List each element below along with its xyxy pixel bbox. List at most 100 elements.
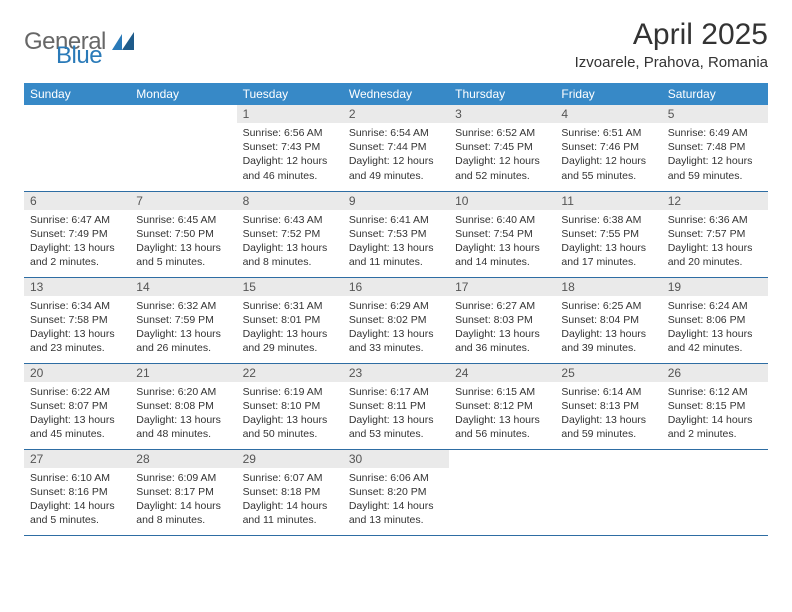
sunset-text: Sunset: 7:52 PM: [243, 227, 337, 241]
daylight-text: Daylight: 13 hours and 23 minutes.: [30, 327, 124, 355]
daylight-text: Daylight: 13 hours and 42 minutes.: [668, 327, 762, 355]
calendar-cell: 26Sunrise: 6:12 AMSunset: 8:15 PMDayligh…: [662, 363, 768, 449]
calendar-cell: [24, 105, 130, 191]
sunset-text: Sunset: 8:12 PM: [455, 399, 549, 413]
day-details: Sunrise: 6:29 AMSunset: 8:02 PMDaylight:…: [343, 296, 449, 360]
calendar-cell: 5 Sunrise: 6:49 AMSunset: 7:48 PMDaylight…: [662, 105, 768, 191]
sunset-text: Sunset: 8:03 PM: [455, 313, 549, 327]
day-number: 28: [130, 450, 236, 468]
calendar-cell: 20Sunrise: 6:22 AMSunset: 8:07 PMDayligh…: [24, 363, 130, 449]
calendar-week-row: 13Sunrise: 6:34 AMSunset: 7:58 PMDayligh…: [24, 277, 768, 363]
day-number: 26: [662, 364, 768, 382]
sunrise-text: Sunrise: 6:38 AM: [561, 213, 655, 227]
day-details: Sunrise: 6:32 AMSunset: 7:59 PMDaylight:…: [130, 296, 236, 360]
day-details: Sunrise: 6:56 AMSunset: 7:43 PMDaylight:…: [237, 123, 343, 187]
day-details: Sunrise: 6:41 AMSunset: 7:53 PMDaylight:…: [343, 210, 449, 274]
daylight-text: Daylight: 13 hours and 50 minutes.: [243, 413, 337, 441]
daylight-text: Daylight: 13 hours and 45 minutes.: [30, 413, 124, 441]
day-details: Sunrise: 6:22 AMSunset: 8:07 PMDaylight:…: [24, 382, 130, 446]
daylight-text: Daylight: 13 hours and 26 minutes.: [136, 327, 230, 355]
day-number: 8: [237, 192, 343, 210]
sunset-text: Sunset: 8:06 PM: [668, 313, 762, 327]
location-text: Izvoarele, Prahova, Romania: [575, 54, 768, 71]
day-details: Sunrise: 6:12 AMSunset: 8:15 PMDaylight:…: [662, 382, 768, 446]
sunset-text: Sunset: 8:11 PM: [349, 399, 443, 413]
sunrise-text: Sunrise: 6:27 AM: [455, 299, 549, 313]
sunrise-text: Sunrise: 6:19 AM: [243, 385, 337, 399]
daylight-text: Daylight: 13 hours and 5 minutes.: [136, 241, 230, 269]
daylight-text: Daylight: 13 hours and 48 minutes.: [136, 413, 230, 441]
day-details: Sunrise: 6:36 AMSunset: 7:57 PMDaylight:…: [662, 210, 768, 274]
calendar-cell: 23Sunrise: 6:17 AMSunset: 8:11 PMDayligh…: [343, 363, 449, 449]
sunset-text: Sunset: 8:18 PM: [243, 485, 337, 499]
daylight-text: Daylight: 13 hours and 56 minutes.: [455, 413, 549, 441]
calendar-cell: 29Sunrise: 6:07 AMSunset: 8:18 PMDayligh…: [237, 449, 343, 535]
day-number: 18: [555, 278, 661, 296]
day-details: Sunrise: 6:20 AMSunset: 8:08 PMDaylight:…: [130, 382, 236, 446]
sunset-text: Sunset: 8:13 PM: [561, 399, 655, 413]
sunrise-text: Sunrise: 6:32 AM: [136, 299, 230, 313]
day-details: Sunrise: 6:54 AMSunset: 7:44 PMDaylight:…: [343, 123, 449, 187]
day-details: Sunrise: 6:31 AMSunset: 8:01 PMDaylight:…: [237, 296, 343, 360]
calendar-cell: 6Sunrise: 6:47 AMSunset: 7:49 PMDaylight…: [24, 191, 130, 277]
day-details: Sunrise: 6:51 AMSunset: 7:46 PMDaylight:…: [555, 123, 661, 187]
sunrise-text: Sunrise: 6:25 AM: [561, 299, 655, 313]
calendar-cell: 28Sunrise: 6:09 AMSunset: 8:17 PMDayligh…: [130, 449, 236, 535]
calendar-cell: 24 Sunrise: 6:15 AMSunset: 8:12 PMDayligh…: [449, 363, 555, 449]
sunrise-text: Sunrise: 6:49 AM: [668, 126, 762, 140]
daylight-text: Daylight: 12 hours and 59 minutes.: [668, 154, 762, 182]
day-number: 2: [343, 105, 449, 123]
calendar-week-row: 6Sunrise: 6:47 AMSunset: 7:49 PMDaylight…: [24, 191, 768, 277]
sunrise-text: Sunrise: 6:10 AM: [30, 471, 124, 485]
daylight-text: Daylight: 13 hours and 11 minutes.: [349, 241, 443, 269]
column-header: Tuesday: [237, 83, 343, 105]
calendar-cell: 14Sunrise: 6:32 AMSunset: 7:59 PMDayligh…: [130, 277, 236, 363]
sunset-text: Sunset: 7:57 PM: [668, 227, 762, 241]
calendar-cell: 27Sunrise: 6:10 AMSunset: 8:16 PMDayligh…: [24, 449, 130, 535]
calendar-cell: 7Sunrise: 6:45 AMSunset: 7:50 PMDaylight…: [130, 191, 236, 277]
daylight-text: Daylight: 12 hours and 55 minutes.: [561, 154, 655, 182]
day-details: Sunrise: 6:14 AMSunset: 8:13 PMDaylight:…: [555, 382, 661, 446]
calendar-header-row: SundayMondayTuesdayWednesdayThursdayFrid…: [24, 83, 768, 105]
calendar-cell: 16Sunrise: 6:29 AMSunset: 8:02 PMDayligh…: [343, 277, 449, 363]
sunset-text: Sunset: 7:43 PM: [243, 140, 337, 154]
day-details: Sunrise: 6:09 AMSunset: 8:17 PMDaylight:…: [130, 468, 236, 532]
daylight-text: Daylight: 13 hours and 14 minutes.: [455, 241, 549, 269]
day-details: Sunrise: 6:17 AMSunset: 8:11 PMDaylight:…: [343, 382, 449, 446]
column-header: Thursday: [449, 83, 555, 105]
day-number: 11: [555, 192, 661, 210]
day-details: Sunrise: 6:27 AMSunset: 8:03 PMDaylight:…: [449, 296, 555, 360]
day-number: 10: [449, 192, 555, 210]
calendar-cell: 12Sunrise: 6:36 AMSunset: 7:57 PMDayligh…: [662, 191, 768, 277]
sunrise-text: Sunrise: 6:43 AM: [243, 213, 337, 227]
day-details: Sunrise: 6:38 AMSunset: 7:55 PMDaylight:…: [555, 210, 661, 274]
day-number: 21: [130, 364, 236, 382]
day-number: 19: [662, 278, 768, 296]
day-number: 24: [449, 364, 555, 382]
calendar-cell: [662, 449, 768, 535]
sunrise-text: Sunrise: 6:15 AM: [455, 385, 549, 399]
sunset-text: Sunset: 8:17 PM: [136, 485, 230, 499]
column-header: Monday: [130, 83, 236, 105]
calendar-cell: 25Sunrise: 6:14 AMSunset: 8:13 PMDayligh…: [555, 363, 661, 449]
calendar-cell: 2Sunrise: 6:54 AMSunset: 7:44 PMDaylight…: [343, 105, 449, 191]
day-number: 6: [24, 192, 130, 210]
sunrise-text: Sunrise: 6:54 AM: [349, 126, 443, 140]
sunrise-text: Sunrise: 6:07 AM: [243, 471, 337, 485]
calendar-cell: 30Sunrise: 6:06 AMSunset: 8:20 PMDayligh…: [343, 449, 449, 535]
day-number: 5: [662, 105, 768, 123]
calendar-week-row: 1Sunrise: 6:56 AMSunset: 7:43 PMDaylight…: [24, 105, 768, 191]
sunset-text: Sunset: 7:48 PM: [668, 140, 762, 154]
calendar-cell: [449, 449, 555, 535]
day-number: 14: [130, 278, 236, 296]
daylight-text: Daylight: 14 hours and 2 minutes.: [668, 413, 762, 441]
day-details: Sunrise: 6:07 AMSunset: 8:18 PMDaylight:…: [237, 468, 343, 532]
sunrise-text: Sunrise: 6:12 AM: [668, 385, 762, 399]
sunrise-text: Sunrise: 6:09 AM: [136, 471, 230, 485]
daylight-text: Daylight: 13 hours and 8 minutes.: [243, 241, 337, 269]
daylight-text: Daylight: 13 hours and 39 minutes.: [561, 327, 655, 355]
sunrise-text: Sunrise: 6:14 AM: [561, 385, 655, 399]
daylight-text: Daylight: 14 hours and 8 minutes.: [136, 499, 230, 527]
sunset-text: Sunset: 7:58 PM: [30, 313, 124, 327]
day-details: Sunrise: 6:43 AMSunset: 7:52 PMDaylight:…: [237, 210, 343, 274]
